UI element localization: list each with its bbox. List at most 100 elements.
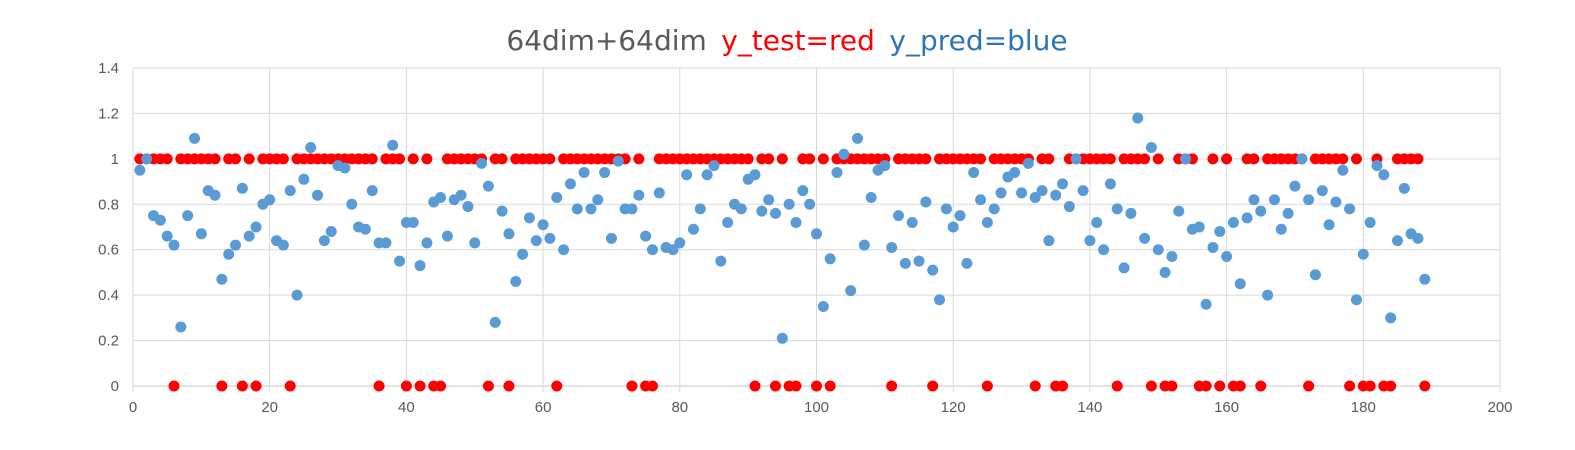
tick-labels: 0 0.2 0.4 0.6 0.8 1 1.2 1.4 0 20 40 60 80 100 120 140 16… [98, 60, 1512, 416]
data-point-y-pred [981, 216, 993, 228]
data-point-y-test [216, 380, 228, 392]
data-point-y-test [250, 380, 262, 392]
data-point-y-test [646, 380, 658, 392]
data-point-y-pred [250, 221, 262, 233]
data-point-y-test [284, 380, 296, 392]
data-point-y-pred [797, 185, 809, 197]
data-point-y-pred [1330, 196, 1342, 208]
x-tick-label: 140 [1077, 399, 1102, 416]
data-point-y-pred [216, 273, 228, 285]
data-point-y-pred [1357, 248, 1369, 260]
data-point-y-pred [223, 248, 235, 260]
series-y-test [134, 153, 1431, 392]
data-point-y-test [1350, 153, 1362, 165]
data-point-y-pred [284, 185, 296, 197]
data-point-y-pred [899, 257, 911, 269]
data-point-y-pred [168, 239, 180, 251]
data-point-y-test [1344, 380, 1356, 392]
x-tick-label: 40 [398, 399, 415, 416]
data-point-y-pred [503, 228, 515, 240]
data-point-y-pred [749, 169, 761, 181]
data-point-y-pred [523, 212, 535, 224]
data-point-y-test [394, 153, 406, 165]
data-point-y-test [1412, 153, 1424, 165]
data-point-y-test [1214, 380, 1226, 392]
data-point-y-pred [243, 230, 255, 242]
data-point-y-pred [189, 132, 201, 144]
data-point-y-test [817, 153, 829, 165]
y-tick-label: 0.8 [98, 196, 119, 213]
data-point-y-pred [1385, 312, 1397, 324]
data-point-y-pred [1104, 178, 1116, 190]
data-point-y-pred [1371, 160, 1383, 172]
data-point-y-test [975, 153, 987, 165]
data-point-y-pred [1125, 207, 1137, 219]
data-point-y-pred [1316, 185, 1328, 197]
data-point-y-pred [975, 194, 987, 206]
data-point-y-test [1337, 153, 1349, 165]
data-point-y-pred [715, 255, 727, 267]
data-point-y-test [400, 380, 412, 392]
data-point-y-pred [1378, 169, 1390, 181]
data-point-y-pred [482, 180, 494, 192]
data-point-y-pred [804, 198, 816, 210]
x-tick-label: 120 [941, 399, 966, 416]
data-point-y-pred [633, 189, 645, 201]
y-tick-label: 0.2 [98, 333, 119, 350]
data-point-y-pred [277, 239, 289, 251]
data-point-y-pred [1098, 244, 1110, 256]
data-point-y-pred [305, 142, 317, 153]
data-point-y-pred [236, 182, 248, 194]
data-point-y-pred [1152, 244, 1164, 256]
data-point-y-pred [1227, 216, 1239, 228]
data-point-y-test [920, 153, 932, 165]
data-point-y-pred [858, 239, 870, 251]
data-point-y-pred [1296, 153, 1308, 165]
data-point-y-test [811, 380, 822, 392]
data-point-y-pred [865, 191, 877, 203]
data-point-y-pred [674, 237, 686, 249]
data-point-y-pred [756, 205, 768, 217]
data-point-y-pred [653, 187, 665, 199]
data-point-y-pred [776, 332, 788, 344]
data-point-y-pred [769, 207, 781, 219]
data-point-y-pred [667, 244, 679, 256]
data-point-y-test [503, 380, 515, 392]
data-point-y-test [1152, 153, 1164, 165]
data-point-y-pred [209, 189, 221, 201]
data-point-y-pred [961, 257, 973, 269]
data-point-y-pred [195, 228, 207, 240]
data-point-y-pred [1159, 266, 1171, 278]
data-point-y-test [1248, 153, 1260, 165]
data-point-y-pred [947, 221, 959, 233]
data-point-y-test [1104, 153, 1116, 165]
data-point-y-pred [1009, 166, 1021, 178]
data-point-y-test [1200, 380, 1212, 392]
data-point-y-pred [1268, 194, 1280, 206]
data-point-y-pred [845, 285, 857, 297]
data-point-y-pred [1084, 235, 1096, 247]
data-points [134, 112, 1431, 392]
data-point-y-pred [489, 316, 501, 328]
data-point-y-pred [790, 216, 802, 228]
data-point-y-pred [592, 194, 604, 206]
data-point-y-pred [838, 148, 850, 160]
data-point-y-pred [1419, 273, 1431, 285]
data-point-y-test [776, 153, 788, 165]
data-point-y-pred [175, 321, 187, 333]
data-point-y-test [790, 380, 802, 392]
data-point-y-test [626, 380, 638, 392]
data-point-y-test [769, 380, 781, 392]
data-point-y-pred [1118, 262, 1130, 274]
data-point-y-test [763, 153, 775, 165]
data-point-y-pred [1262, 289, 1274, 301]
data-point-y-pred [366, 185, 378, 197]
data-point-y-test [927, 380, 939, 392]
data-point-y-pred [708, 160, 720, 172]
data-point-y-pred [496, 205, 508, 217]
data-point-y-pred [1275, 223, 1287, 235]
data-point-y-test [230, 153, 242, 165]
data-point-y-pred [811, 228, 822, 240]
data-point-y-pred [421, 237, 433, 249]
data-point-y-pred [1364, 216, 1376, 228]
